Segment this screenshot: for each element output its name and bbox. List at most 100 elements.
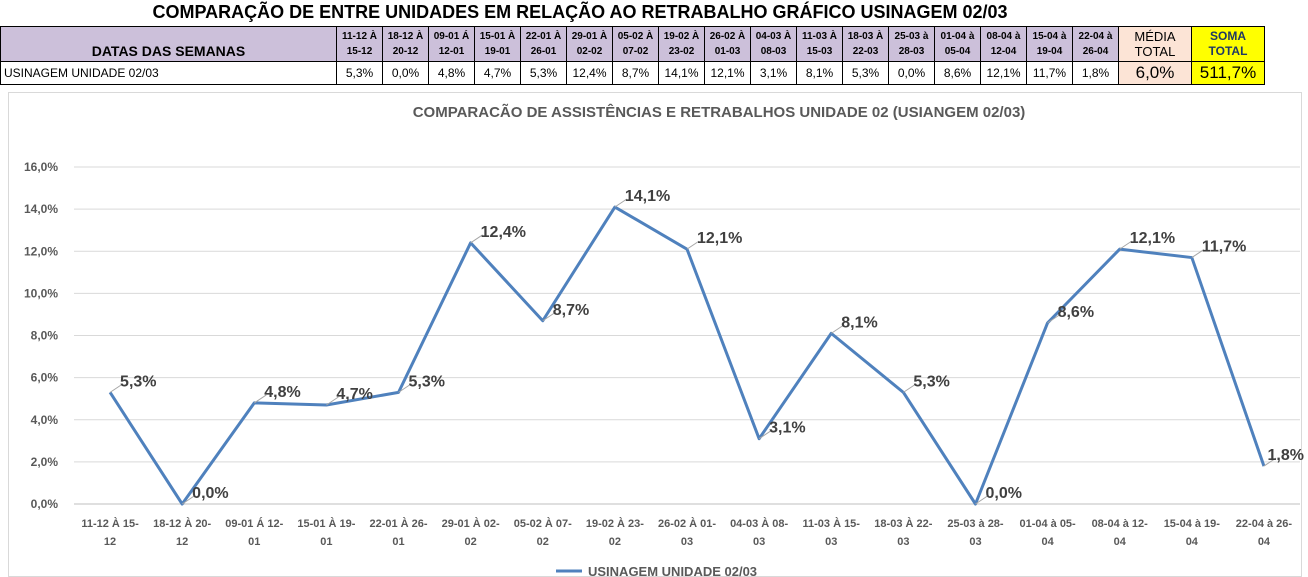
x-tick-label: 18-03 À 22- [874,517,932,530]
week-end-label: 07-02 [622,46,649,57]
x-tick-label: 02 [609,536,621,548]
week-start-label: 04-03 À [755,31,792,42]
x-tick-label: 18-12 À 20- [153,517,211,530]
week-value-cell: 5,3% [842,61,889,85]
week-start-label: 25-03 à [894,31,929,42]
x-tick-label: 12 [104,536,116,548]
data-label: 12,4% [481,224,526,241]
week-start-label: 11-03 À [801,31,838,42]
soma-label: SOMA [1210,29,1246,43]
data-label-leader [542,312,556,322]
data-label-leader [398,383,411,393]
x-tick-label: 29-01 À 02- [442,517,500,530]
x-tick-label: 01 [248,536,260,548]
media-label: MÉDIA [1134,29,1176,44]
x-tick-label: 01-04 à 05- [1019,518,1076,530]
y-tick-label: 10,0% [24,286,58,300]
summary-value-row: USINAGEM UNIDADE 02/03 5,3% 0,0% 4,8% 4,7% 5… [0,61,1265,85]
media-total-header: MÉDIA TOTAL [1118,26,1192,62]
week-end-label: 19-01 [484,46,511,57]
week-end-label: 26-01 [530,46,557,57]
x-tick-label: 11-03 À 15- [802,517,860,530]
data-label-leader [614,198,628,208]
data-label-leader [254,394,267,404]
week-value-cell: 12,4% [566,61,613,85]
x-tick-label: 02 [465,536,477,548]
week-value-cell: 8,1% [796,61,843,85]
y-tick-label: 8,0% [31,329,59,343]
data-label: 14,1% [625,188,670,205]
week-start-label: 19-02 À [663,31,700,42]
x-tick-label: 01 [392,536,404,548]
data-label: 0,0% [985,485,1021,502]
x-tick-label: 01 [320,536,332,548]
data-label: 11,7% [1202,239,1246,256]
data-label-leader [686,240,700,250]
x-tick-label: 05-02 À 07- [514,517,572,530]
x-tick-label: 22-01 À 26- [369,517,427,530]
x-tick-label: 15-01 À 19- [297,517,355,530]
x-tick-label: 02 [537,536,549,548]
week-end-label: 23-02 [668,46,695,57]
week-header-cell: 15-01 À 19-01 [474,26,521,62]
week-value-cell: 8,6% [934,61,981,85]
x-tick-label: 03 [681,536,693,548]
week-end-label: 22-03 [852,46,879,57]
week-value-cell: 0,0% [888,61,935,85]
week-end-label: 19-04 [1036,46,1063,57]
week-start-label: 05-02 À [617,31,654,42]
row-label: USINAGEM UNIDADE 02/03 [0,61,337,85]
week-header-cell: 08-04 à 12-04 [980,26,1027,62]
x-tick-label: 09-01 Á 12- [225,517,283,530]
x-tick-label: 15-04 à 19- [1164,518,1221,530]
data-label: 8,6% [1058,304,1094,321]
week-start-label: 01-04 à [940,31,975,42]
week-start-label: 11-12 À [341,31,378,42]
legend-label: USINAGEM UNIDADE 02/03 [588,564,757,577]
week-end-label: 12-01 [438,46,465,57]
data-label: 0,0% [192,485,228,502]
soma-total-value: 511,7% [1191,61,1265,85]
x-tick-label: 03 [825,536,837,548]
data-label-leader [903,383,916,393]
x-tick-label: 08-04 à 12- [1092,518,1149,530]
summary-header-row: DATAS DAS SEMANAS 11-12 À 15-12 18-12 À 20-… [0,26,1265,62]
x-tick-label: 04 [1114,536,1127,548]
data-label: 8,1% [841,314,877,331]
week-header-cell: 11-03 À 15-03 [796,26,843,62]
week-start-label: 29-01 À [571,31,608,42]
data-label-leader [975,495,988,505]
x-tick-label: 03 [969,536,981,548]
data-label: 5,3% [913,373,949,390]
data-label-leader [470,234,483,244]
x-tick-label: 04 [1258,536,1271,548]
data-label: 12,1% [697,230,742,247]
week-header-cell: 04-03 À 08-03 [750,26,797,62]
page-title: COMPARAÇÃO DE ENTRE UNIDADES EM RELAÇÃO … [152,2,1008,22]
y-tick-label: 12,0% [24,244,58,258]
x-tick-label: 19-02 À 23- [586,517,644,530]
week-value-cell: 4,7% [474,61,521,85]
data-label-leader [1119,240,1132,250]
week-start-label: 08-04 à [986,31,1021,42]
y-tick-label: 14,0% [24,202,58,216]
data-label: 12,1% [1130,230,1175,247]
week-header-cell: 18-03 À 22-03 [842,26,889,62]
y-tick-label: 4,0% [31,413,59,427]
week-end-label: 26-04 [1082,46,1109,57]
week-value-cell: 5,3% [336,61,383,85]
week-header-cell: 05-02 À 07-02 [612,26,659,62]
week-end-label: 08-03 [760,46,787,57]
y-tick-label: 0,0% [31,497,59,511]
x-tick-label: 03 [753,536,765,548]
week-start-label: 18-03 À [847,31,884,42]
week-start-label: 18-12 À [387,31,424,42]
week-start-label: 22-01 À [525,31,562,42]
week-end-label: 02-02 [576,46,603,57]
week-value-cell: 8,7% [612,61,659,85]
x-tick-label: 03 [897,536,909,548]
week-value-cell: 5,3% [520,61,567,85]
total-label: TOTAL [1208,44,1248,58]
x-tick-label: 12 [176,536,188,548]
week-value-cell: 1,8% [1072,61,1119,85]
